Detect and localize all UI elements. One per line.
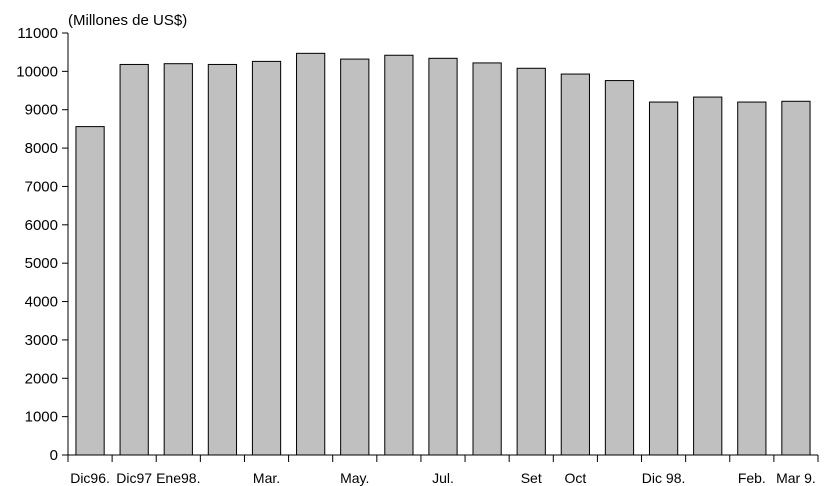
bar [648, 101, 679, 456]
x-tick-label: Dic 98. [642, 470, 686, 486]
x-tick-label: Feb. [738, 470, 766, 486]
y-tick-label: 7000 [25, 178, 58, 195]
bar [207, 63, 238, 456]
bar [384, 54, 414, 456]
y-tick-label: 8000 [25, 140, 58, 157]
y-tick-label: 11000 [17, 25, 58, 42]
y-tick-label: 10000 [16, 63, 58, 80]
bar [516, 67, 546, 456]
x-tick-label: Dic97 [116, 470, 152, 486]
x-tick-label: May. [340, 470, 369, 486]
x-tick-label: Mar. [253, 470, 280, 486]
bar [296, 52, 326, 456]
x-tick-label: Jul. [432, 470, 454, 486]
x-tick-label: Mar 9. [776, 470, 816, 486]
bar [560, 73, 590, 456]
bar [119, 63, 149, 456]
y-tick-label: 4000 [25, 294, 58, 311]
y-axis: 0 1000 2000 3000 4000 5000 6000 7000 8000 9000 100… [16, 25, 69, 464]
y-tick-label: 0 [50, 447, 58, 464]
bar [781, 100, 811, 456]
bar [251, 60, 282, 456]
bar [75, 126, 105, 456]
x-tick-label: Ene98. [156, 470, 200, 486]
y-tick-label: 6000 [25, 217, 58, 234]
bar [737, 101, 767, 456]
bar [472, 62, 502, 456]
x-axis: Dic96. Dic97 Ene98. Mar. May. Jul. Set Oct Dic 9… [67, 454, 819, 486]
bar [340, 58, 370, 456]
bar [693, 96, 723, 456]
bar [604, 80, 635, 456]
y-tick-label: 2000 [25, 370, 58, 387]
bars-group [75, 52, 811, 456]
x-tick-label: Dic96. [70, 470, 110, 486]
y-tick-label: 1000 [25, 409, 58, 426]
bar [163, 63, 193, 456]
x-tick-label: Set [521, 470, 542, 486]
x-tick-label: Oct [564, 470, 586, 486]
bar [428, 57, 458, 456]
y-tick-label: 5000 [25, 255, 58, 272]
unit-label: (Millones de US$) [68, 12, 187, 29]
y-tick-label: 3000 [25, 332, 58, 349]
y-tick-label: 9000 [25, 102, 58, 119]
